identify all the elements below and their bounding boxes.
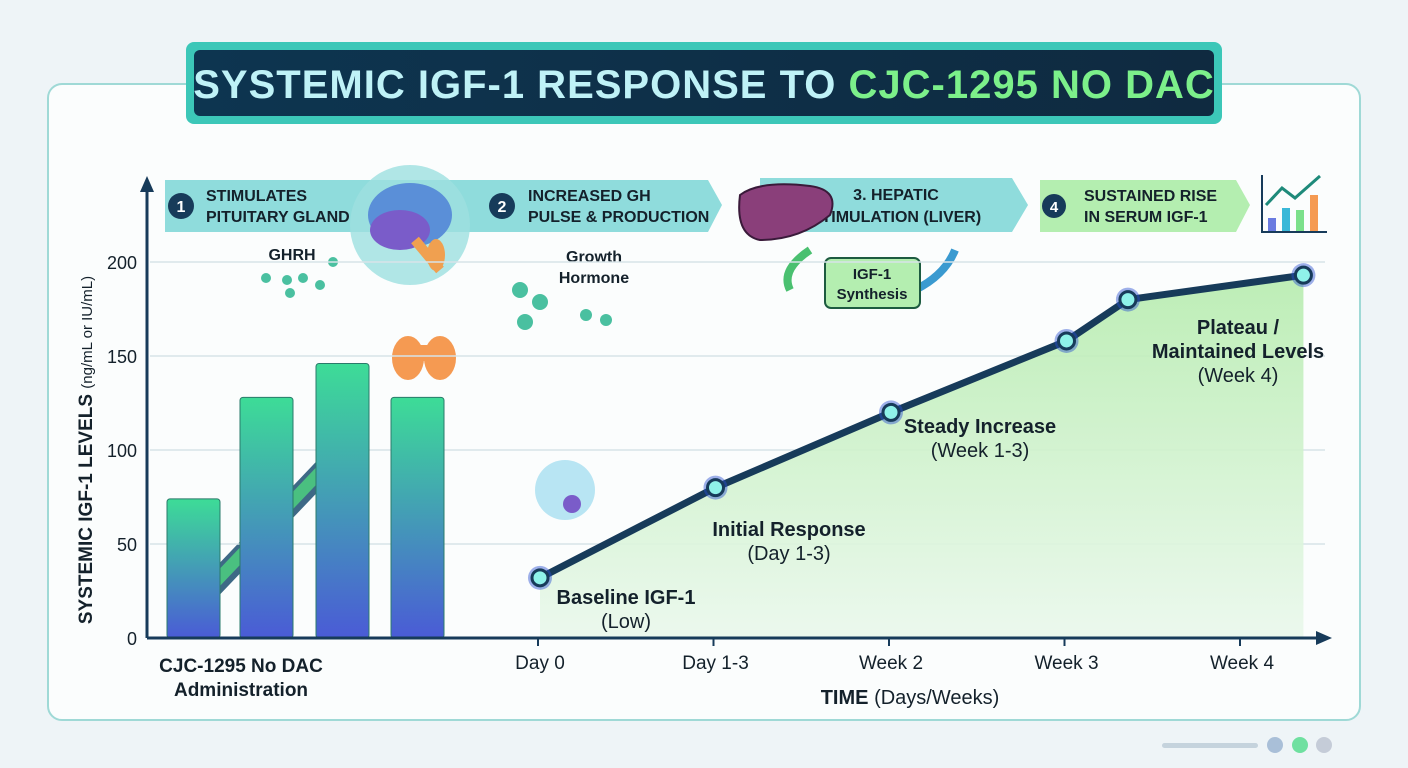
svg-text:SUSTAINED RISE: SUSTAINED RISE <box>1084 188 1217 205</box>
svg-text:PULSE & PRODUCTION: PULSE & PRODUCTION <box>528 209 709 226</box>
x-tick-label: Week 2 <box>859 653 923 674</box>
annotation-4: (Week 4) <box>1198 365 1279 387</box>
x-tick-label: Day 0 <box>515 653 565 674</box>
annotation-1: (Low) <box>601 611 651 633</box>
series-line <box>538 271 1304 581</box>
x-tick-label: Day 1-3 <box>682 653 749 674</box>
x-tick-label: Week 4 <box>1210 653 1275 674</box>
area-fill <box>540 275 1304 638</box>
bar <box>315 363 370 639</box>
annotation-1: Baseline IGF-1 <box>557 587 696 609</box>
title-part2: CJC-1295 NO DAC <box>849 63 1215 107</box>
admin-label-2: Administration <box>174 680 308 701</box>
data-point <box>881 402 901 422</box>
svg-text:STIMULATION (LIVER): STIMULATION (LIVER) <box>811 209 981 226</box>
y-tick-label: 50 <box>117 535 137 555</box>
chart-area: 0 50 100 150 200 Day 0 Day 1-3 Week 2 Week 3 Week… <box>107 176 1332 674</box>
annotation-4: Maintained Levels <box>1152 341 1324 363</box>
x-tick-label: Week 3 <box>1034 653 1098 674</box>
y-tick-label: 0 <box>127 629 137 649</box>
liver-icon <box>738 183 834 242</box>
svg-text:STIMULATES: STIMULATES <box>206 188 307 205</box>
svg-text:IN SERUM IGF-1: IN SERUM IGF-1 <box>1084 209 1208 226</box>
gh-label-2: Hormone <box>559 270 629 287</box>
brain-icon <box>350 165 470 285</box>
y-tick-label: 150 <box>107 347 137 367</box>
molecule-icons <box>261 257 612 520</box>
y-tick-label: 100 <box>107 441 137 461</box>
annotation-4: Plateau / <box>1197 317 1280 339</box>
annotation-2: (Day 1-3) <box>747 543 830 565</box>
step-2: 2 INCREASED GH PULSE & PRODUCTION <box>485 180 722 232</box>
annotation-3: Steady Increase <box>904 416 1056 438</box>
thyroid-icon <box>392 336 456 380</box>
svg-text:Synthesis: Synthesis <box>837 286 908 303</box>
y-axis-arrow <box>140 176 154 192</box>
pagination-dots <box>1162 737 1332 753</box>
annotation-3: (Week 1-3) <box>931 440 1030 462</box>
x-axis-arrow <box>1316 631 1332 645</box>
gh-label-1: Growth <box>566 249 622 266</box>
svg-text:3. HEPATIC: 3. HEPATIC <box>853 187 939 204</box>
ghrh-label: GHRH <box>268 247 315 264</box>
svg-text:INCREASED GH: INCREASED GH <box>528 188 651 205</box>
data-point <box>706 478 725 498</box>
title-banner: SYSTEMIC IGF-1 RESPONSE TO CJC-1295 NO D… <box>186 42 1222 124</box>
svg-text:4: 4 <box>1050 199 1059 216</box>
svg-text:PITUITARY GLAND: PITUITARY GLAND <box>206 209 350 226</box>
data-point <box>530 568 550 588</box>
svg-text:1: 1 <box>177 199 186 216</box>
svg-text:IGF-1: IGF-1 <box>853 266 891 283</box>
step-4: 4 SUSTAINED RISE IN SERUM IGF-1 <box>1040 180 1250 232</box>
growth-chart-icon <box>1261 174 1327 233</box>
data-point <box>1057 331 1076 351</box>
y-axis-title: SYSTEMIC IGF-1 LEVELS (ng/mL or IU/mL) <box>76 276 97 624</box>
y-tick-label: 200 <box>107 253 137 273</box>
svg-text:TIME (Days/Weeks): TIME (Days/Weeks) <box>821 687 1000 709</box>
bar <box>390 396 445 639</box>
svg-text:2: 2 <box>498 199 507 216</box>
igf1-synthesis-box: IGF-1 Synthesis <box>783 246 959 309</box>
bar <box>239 396 294 639</box>
x-axis-title: TIME (Days/Weeks) <box>821 687 1000 709</box>
svg-text:SYSTEMIC IGF-1 LEVELS (ng/mL o: SYSTEMIC IGF-1 LEVELS (ng/mL or IU/mL) <box>76 276 97 624</box>
title-part1: SYSTEMIC IGF-1 RESPONSE TO <box>193 63 848 107</box>
svg-text:SYSTEMIC IGF-1 RESPONSE TO CJC: SYSTEMIC IGF-1 RESPONSE TO CJC-1295 NO D… <box>193 63 1214 107</box>
bar <box>166 498 221 639</box>
data-point <box>1118 290 1138 310</box>
admin-label-1: CJC-1295 No DAC <box>159 656 323 677</box>
data-point <box>1293 265 1313 285</box>
annotation-2: Initial Response <box>712 519 865 541</box>
